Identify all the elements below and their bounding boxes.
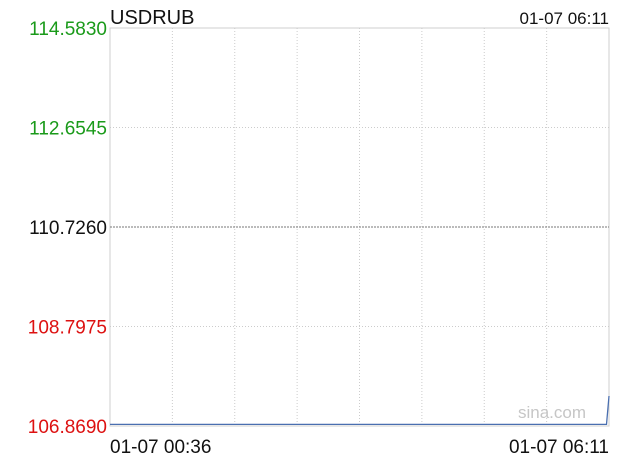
- x-tick-label-end: 01-07 06:11: [509, 437, 609, 458]
- timestamp-label: 01-07 06:11: [520, 9, 609, 28]
- y-tick-label: 112.6545: [29, 119, 107, 140]
- price-line: [110, 395, 610, 426]
- y-tick-label: 114.5830: [29, 19, 107, 40]
- axis-layer: 114.5830 112.6545 110.7260 108.7975 106.8690: [28, 19, 107, 438]
- series-layer: [110, 395, 610, 426]
- chart-title: USDRUB: [110, 7, 194, 29]
- y-tick-label: 110.7260: [29, 218, 107, 239]
- x-tick-label-start: 01-07 00:36: [110, 437, 211, 458]
- grid-layer: [109, 27, 610, 427]
- sina-watermark: sina.com: [518, 403, 586, 422]
- y-tick-label: 106.8690: [28, 417, 107, 438]
- y-tick-label: 108.7975: [28, 318, 107, 339]
